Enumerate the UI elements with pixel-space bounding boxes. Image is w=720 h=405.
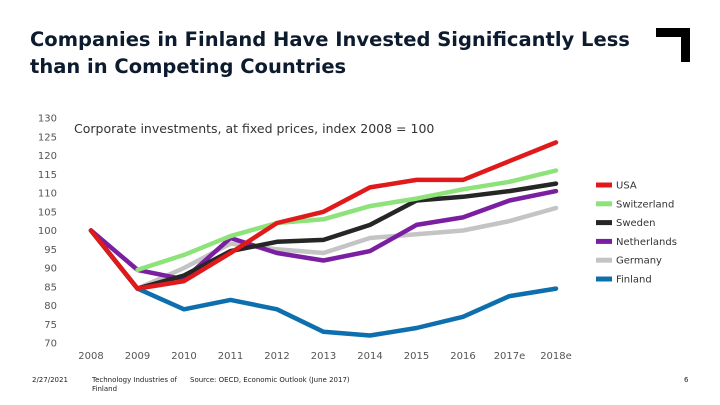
legend-label-germany: Germany: [616, 256, 662, 267]
y-tick-label: 130: [38, 114, 57, 125]
x-tick-label: 2011: [218, 351, 243, 362]
y-tick-label: 75: [44, 320, 57, 331]
x-tick-label: 2009: [125, 351, 150, 362]
x-tick-label: 2012: [264, 351, 289, 362]
x-tick-label: 2013: [311, 351, 336, 362]
series-line-switzerland: [135, 168, 559, 273]
y-tick-label: 85: [44, 282, 57, 293]
legend-label-switzerland: Switzerland: [616, 199, 674, 210]
legend-swatch-sweden: [596, 220, 612, 226]
y-tick-label: 90: [44, 264, 57, 275]
x-tick-label: 2014: [357, 351, 382, 362]
chart-subtitle: Corporate investments, at fixed prices, …: [74, 121, 435, 136]
x-tick-label: 2015: [404, 351, 429, 362]
legend-swatch-netherlands: [596, 238, 612, 244]
x-tick-label: 2010: [171, 351, 196, 362]
legend-label-sweden: Sweden: [616, 218, 656, 229]
footer-date: 2/27/2021: [32, 376, 68, 384]
y-tick-label: 125: [38, 132, 57, 143]
legend-swatch-switzerland: [596, 201, 612, 207]
x-tick-label: 2016: [450, 351, 475, 362]
legend-label-netherlands: Netherlands: [616, 237, 677, 248]
corner-logo-icon: [656, 28, 690, 62]
legend-label-finland: Finland: [616, 275, 652, 286]
y-tick-label: 95: [44, 245, 57, 256]
page-title: Companies in Finland Have Invested Signi…: [30, 28, 630, 78]
y-tick-label: 100: [38, 226, 57, 237]
page-number: 6: [684, 376, 689, 384]
x-tick-label: 2008: [78, 351, 103, 362]
y-tick-label: 105: [38, 207, 57, 218]
x-tick-label: 2017e: [494, 351, 526, 362]
footer-organization: Technology Industries of Finland: [92, 376, 177, 393]
x-tick-label: 2018e: [540, 351, 572, 362]
legend-swatch-usa: [596, 182, 612, 188]
y-tick-label: 70: [44, 339, 57, 350]
series-line-usa: [88, 140, 559, 291]
y-tick-label: 115: [38, 170, 57, 181]
y-tick-label: 110: [38, 189, 57, 200]
series-line-netherlands: [88, 188, 559, 282]
legend-label-usa: USA: [616, 181, 637, 192]
y-tick-label: 120: [38, 151, 57, 162]
y-tick-label: 80: [44, 301, 57, 312]
series-line-sweden: [88, 181, 559, 291]
legend-swatch-finland: [596, 276, 612, 282]
footer-source: Source: OECD, Economic Outlook (June 201…: [190, 376, 350, 384]
series-line-finland: [88, 228, 559, 338]
legend-swatch-germany: [596, 257, 612, 263]
